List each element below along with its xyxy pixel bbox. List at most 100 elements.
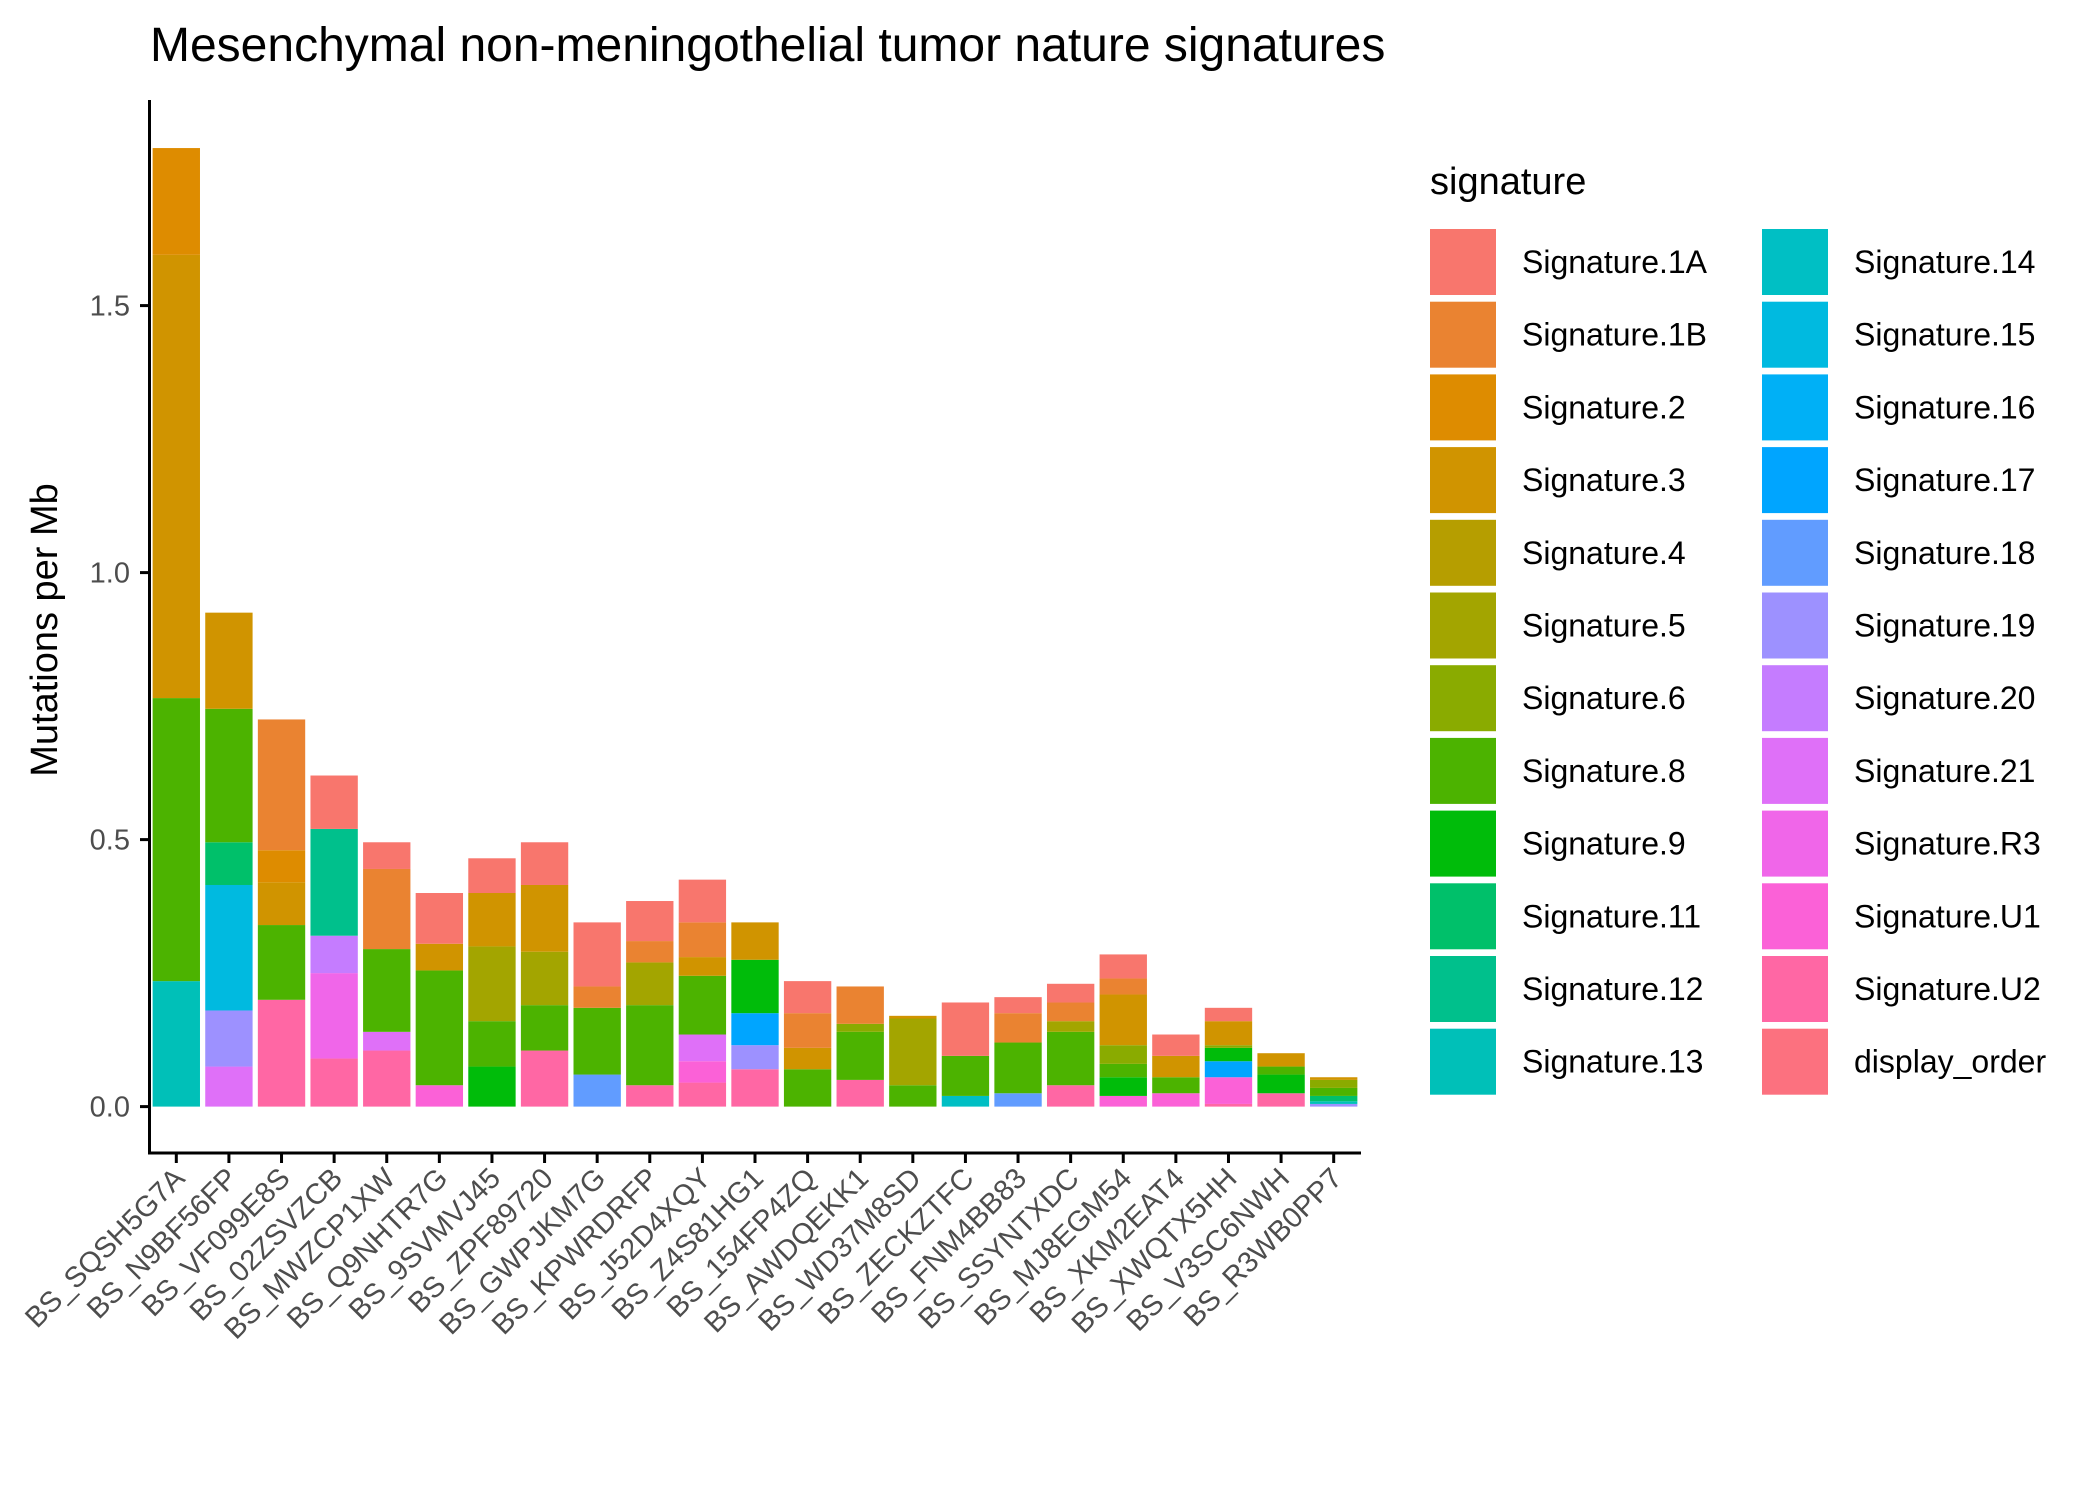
bar-segment [836,1031,884,1080]
legend-key [1430,883,1496,950]
bar-segment [520,1005,569,1051]
bar-segment [1310,1103,1358,1107]
bar-segment [1204,1047,1253,1062]
legend-label: Signature.8 [1522,753,1686,789]
bar-segment [994,1093,1042,1107]
bar-segment [1046,1031,1095,1086]
bar-segment [310,775,358,829]
bar-segment [468,858,516,893]
legend-key [1430,737,1496,804]
bar-segment [1257,1074,1305,1094]
legend-key [1430,229,1496,295]
bar-segment [783,1047,832,1070]
legend-key [1430,592,1496,659]
legend-label: Signature.18 [1854,535,2035,571]
chart-title: Mesenchymal non-meningothelial tumor nat… [150,19,1385,72]
bar-segment [1204,1061,1253,1078]
legend-label: Signature.11 [1522,898,1701,934]
legend-label: Signature.13 [1522,1044,1703,1080]
bar-segment [520,951,569,1006]
bar-segment [678,879,727,923]
bar-segment [363,1050,411,1107]
bar-segment [363,949,411,1032]
bar-segment [573,1007,621,1075]
bar-segment [1257,1093,1305,1107]
bar-segment [152,981,200,1107]
bar-segment [1204,1021,1253,1046]
bar-segment [257,925,306,1000]
bar-segment [1099,954,1147,979]
bar-segment [1310,1079,1358,1088]
bar-segment [573,922,621,987]
bar-segment [731,1013,779,1046]
bar-segment [731,922,779,960]
bar-segment [363,1031,411,1051]
legend-label: Signature.16 [1854,389,2035,425]
legend-key [1762,229,1828,295]
bar-segment [626,1085,674,1107]
bar-segment [941,1095,990,1107]
bar-segment [994,1042,1042,1094]
legend-label: Signature.6 [1522,680,1686,716]
bar-segment [626,962,674,1006]
bar-segment [573,986,621,1008]
axes-layer [148,100,1361,1155]
bar-segment [626,1005,674,1086]
legend-key [1762,301,1828,368]
bar-segment [889,1018,937,1086]
bar-segment [678,1082,727,1107]
bar-segment [1204,1103,1253,1107]
bar-segment [1099,978,1147,995]
y-tick-label: 1.5 [90,291,130,323]
legend-label: Signature.20 [1854,680,2035,716]
bar-segment [205,842,253,885]
legend-key [1762,374,1828,441]
legend-label: Signature.2 [1522,389,1686,425]
legend-label: Signature.17 [1854,462,2035,498]
legend-key [1430,374,1496,441]
bar-segment [205,1066,253,1107]
legend-key [1762,737,1828,804]
legend-key [1762,447,1828,514]
legend-key [1762,810,1828,877]
legend-label: Signature.1B [1522,317,1707,353]
bar-segment [1257,1066,1305,1075]
legend-key [1430,956,1496,1022]
bar-segment [836,1079,884,1107]
bar-segment [1310,1101,1358,1104]
bar-segment [626,941,674,963]
legend: Signature.1A Signature.1B Signature.2 Signa… [1430,229,2046,1095]
legend-key [1762,592,1828,659]
bar-segment [257,882,306,926]
bar-segment [994,1013,1042,1043]
legend-label: Signature.12 [1522,971,1703,1007]
bar-segment [468,1021,516,1067]
bar-segment [1310,1077,1358,1080]
bar-segment [152,698,200,982]
bar-segment [1099,1077,1147,1096]
legend-key [1762,519,1828,586]
legend-key [1762,956,1828,1022]
legend-label: Signature.U1 [1854,898,2041,934]
bar-segment [889,1015,937,1019]
bar-segment [152,254,200,699]
bar-segment [415,970,464,1086]
legend-key [1430,810,1496,877]
legend-key [1762,665,1828,732]
legend-key [1430,665,1496,732]
bar-segment [573,1074,621,1107]
legend-label: Signature.5 [1522,608,1686,644]
bar-segment [1099,994,1147,1046]
bar-segment [1152,1093,1200,1107]
bar-segment [1152,1034,1200,1056]
bar-segment [1099,1063,1147,1078]
bar-segment [520,842,569,885]
bar-segment [678,1061,727,1083]
legend-key [1430,301,1496,368]
bar-segment [1046,1002,1095,1022]
bar-segment [1310,1095,1358,1102]
bar-segment [415,943,464,971]
bar-segment [520,884,569,952]
bar-segment [994,997,1042,1014]
bar-segment [731,1069,779,1107]
